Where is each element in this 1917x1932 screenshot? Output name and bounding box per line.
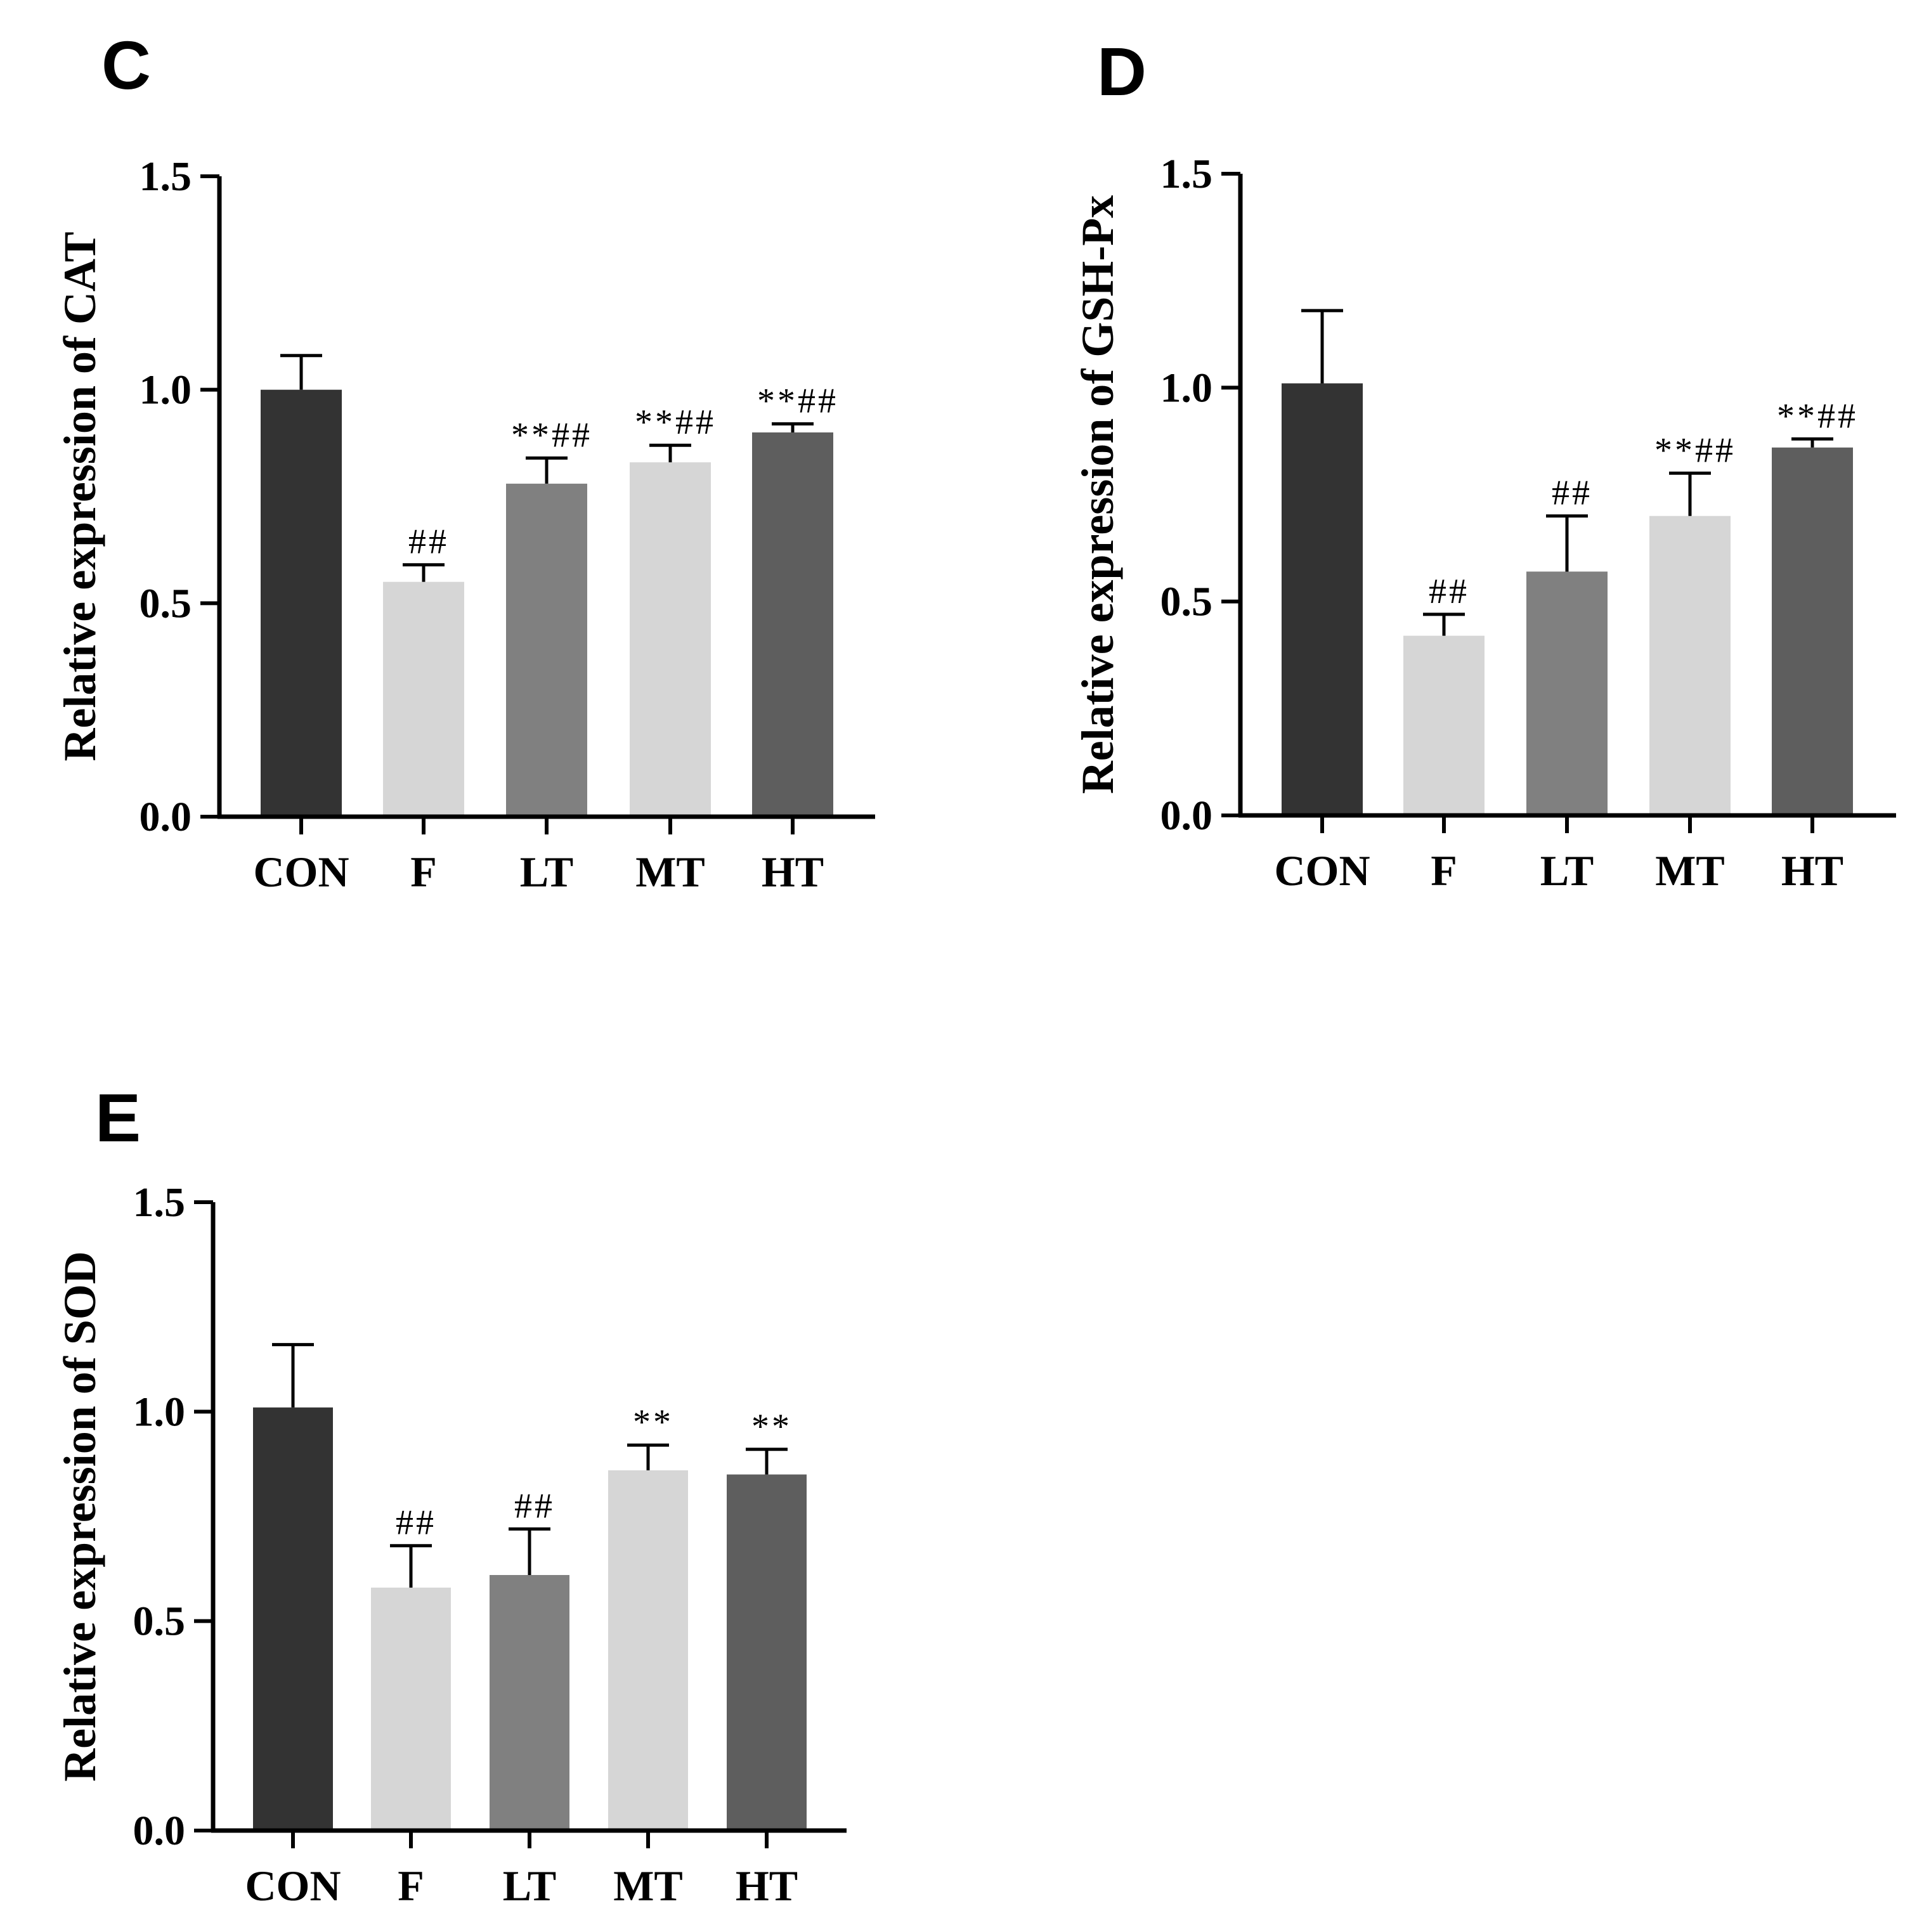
y-tick-label-d-0: 0.0 bbox=[1160, 793, 1213, 839]
bar-d-mt bbox=[1649, 515, 1731, 815]
bar-c-mt bbox=[630, 462, 711, 817]
y-tick-label-d-3: 1.5 bbox=[1160, 151, 1213, 197]
y-tick-label-c-1: 0.5 bbox=[140, 580, 192, 626]
bar-e-f bbox=[371, 1587, 451, 1831]
significance-label-c-f: ## bbox=[408, 522, 449, 562]
significance-label-e-lt: ## bbox=[514, 1486, 555, 1526]
y-tick-label-c-3: 1.5 bbox=[140, 153, 192, 200]
x-tick-label-d-con: CON bbox=[1274, 846, 1370, 895]
bar-d-ht bbox=[1772, 447, 1853, 815]
bar-c-ht bbox=[752, 432, 833, 817]
y-tick-label-c-0: 0.0 bbox=[140, 794, 192, 840]
panel-letter-d: D bbox=[1097, 33, 1147, 110]
x-tick-label-c-f: F bbox=[410, 848, 437, 896]
bar-d-con bbox=[1282, 383, 1363, 815]
bar-d-lt bbox=[1526, 571, 1608, 815]
significance-label-c-lt: **## bbox=[511, 415, 592, 455]
x-tick-label-e-mt: MT bbox=[613, 1862, 683, 1910]
bar-d-f bbox=[1403, 635, 1485, 815]
x-tick-label-c-con: CON bbox=[253, 848, 349, 896]
bar-e-ht bbox=[727, 1474, 807, 1831]
y-axis-title-e: Relative expression of SOD bbox=[55, 1251, 105, 1782]
y-tick-label-e-2: 1.0 bbox=[133, 1389, 186, 1435]
significance-label-e-ht: ** bbox=[751, 1407, 792, 1446]
chart-panel-d: D Relative expression of GSH-Px CON ## F ## LT… bbox=[1072, 33, 1896, 895]
panel-letter-e: E bbox=[95, 1079, 141, 1156]
y-tick-label-e-1: 0.5 bbox=[133, 1598, 186, 1645]
significance-label-e-f: ## bbox=[396, 1503, 436, 1543]
y-tick-label-e-3: 1.5 bbox=[133, 1179, 186, 1226]
significance-label-c-ht: **## bbox=[757, 382, 838, 421]
x-tick-label-e-lt: LT bbox=[503, 1862, 556, 1910]
bar-e-con bbox=[253, 1407, 333, 1831]
x-tick-label-c-mt: MT bbox=[635, 848, 705, 896]
bar-e-mt bbox=[608, 1470, 688, 1831]
x-tick-label-c-ht: HT bbox=[762, 848, 824, 896]
y-tick-label-d-1: 0.5 bbox=[1160, 579, 1213, 625]
significance-label-d-ht: **## bbox=[1777, 396, 1858, 436]
x-tick-label-e-con: CON bbox=[245, 1862, 341, 1910]
x-tick-label-c-lt: LT bbox=[520, 848, 573, 896]
bar-e-lt bbox=[490, 1574, 569, 1831]
significance-label-d-f: ## bbox=[1429, 572, 1469, 611]
x-tick-label-d-ht: HT bbox=[1781, 846, 1843, 895]
x-tick-label-e-f: F bbox=[398, 1862, 424, 1910]
x-tick-label-d-f: F bbox=[1431, 846, 1457, 895]
panel-letter-c: C bbox=[101, 27, 151, 103]
y-tick-label-c-2: 1.0 bbox=[140, 367, 192, 413]
chart-panel-c: C Relative expression of CAT CON ## F **## LT *… bbox=[55, 27, 875, 896]
significance-label-e-mt: ** bbox=[633, 1403, 673, 1442]
x-tick-label-e-ht: HT bbox=[736, 1862, 798, 1910]
y-tick-label-e-0: 0.0 bbox=[133, 1808, 186, 1854]
chart-panel-e: E Relative expression of SOD CON ## F ## LT ** M… bbox=[55, 1079, 847, 1910]
y-axis-title-d: Relative expression of GSH-Px bbox=[1072, 195, 1123, 794]
bar-c-lt bbox=[506, 483, 587, 817]
x-tick-label-d-mt: MT bbox=[1655, 846, 1725, 895]
significance-label-d-lt: ## bbox=[1552, 474, 1592, 513]
bar-c-con bbox=[261, 389, 342, 817]
bar-c-f bbox=[383, 581, 464, 817]
y-tick-label-d-2: 1.0 bbox=[1160, 365, 1213, 411]
x-tick-label-d-lt: LT bbox=[1540, 846, 1594, 895]
y-axis-title-c: Relative expression of CAT bbox=[55, 231, 105, 761]
significance-label-d-mt: **## bbox=[1654, 431, 1736, 470]
significance-label-c-mt: **## bbox=[635, 403, 716, 442]
